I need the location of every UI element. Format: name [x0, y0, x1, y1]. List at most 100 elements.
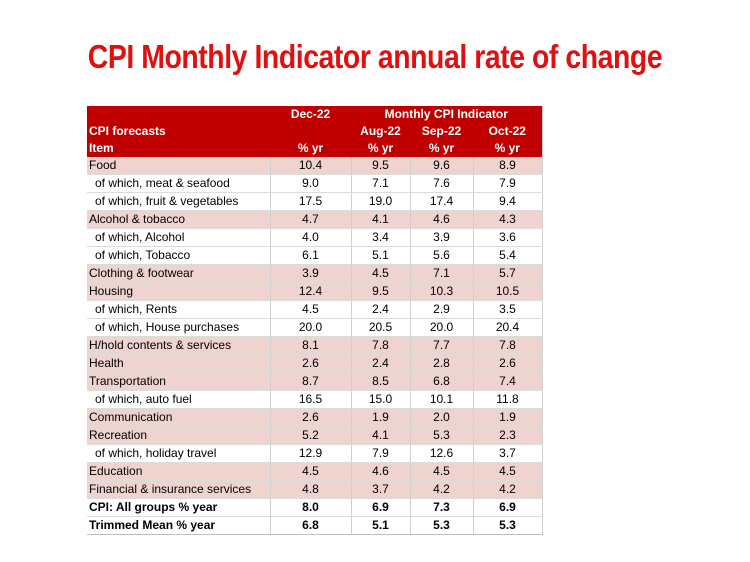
header-aug22: Aug-22 [360, 124, 401, 138]
row-label: Transportation [87, 372, 270, 391]
row-value: 4.2 [409, 480, 473, 499]
table-row: Housing 12.4 9.5 10.3 10.5 [87, 282, 543, 301]
row-value: 7.1 [350, 174, 410, 193]
row-label: of which, fruit & vegetables [87, 192, 270, 211]
row-value: 4.8 [269, 480, 351, 499]
header-dec22: Dec-22 [290, 107, 331, 121]
row-value: 3.9 [269, 264, 351, 283]
row-value: 19.0 [350, 192, 410, 211]
row-value: 17.4 [409, 192, 473, 211]
table-row: Communication 2.6 1.9 2.0 1.9 [87, 408, 543, 427]
row-value: 17.5 [269, 192, 351, 211]
row-value: 5.4 [472, 246, 543, 265]
row-value: 7.8 [350, 336, 410, 355]
row-value: 6.1 [269, 246, 351, 265]
table-row: of which, auto fuel 16.5 15.0 10.1 11.8 [87, 390, 543, 409]
header-unit-oct22: % yr [494, 141, 520, 155]
header-unit-sep22: % yr [428, 141, 455, 155]
table-row: of which, House purchases 20.0 20.5 20.0 20.… [87, 318, 543, 337]
row-value: 8.9 [472, 157, 543, 175]
table-row: Food 10.4 9.5 9.6 8.9 [87, 157, 543, 175]
row-value: 2.6 [472, 354, 543, 373]
row-label: of which, holiday travel [87, 444, 270, 463]
table-header: Dec-22 Monthly CPI Indicator CPI forecas… [87, 106, 543, 157]
row-value: 4.0 [269, 228, 351, 247]
header-row-units: Item % yr % yr % yr % yr [87, 140, 543, 157]
row-value: 5.7 [472, 264, 543, 283]
row-value: 9.5 [350, 157, 410, 175]
row-label: H/hold contents & services [87, 336, 270, 355]
row-value: 4.1 [350, 210, 410, 229]
row-value: 1.9 [472, 408, 543, 427]
row-label: Trimmed Mean % year [87, 516, 270, 535]
row-label: Recreation [87, 426, 270, 445]
chart-title: CPI Monthly Indicator annual rate of cha… [87, 38, 663, 75]
table-row: Transportation 8.7 8.5 6.8 7.4 [87, 372, 543, 391]
table-row: of which, Tobacco 6.1 5.1 5.6 5.4 [87, 246, 543, 265]
row-value: 4.5 [472, 462, 543, 481]
table-row: Education 4.5 4.6 4.5 4.5 [87, 462, 543, 481]
row-label: of which, Tobacco [87, 246, 270, 265]
header-monthly-cpi-indicator: Monthly CPI Indicator [384, 107, 508, 121]
row-value: 3.7 [350, 480, 410, 499]
table-row: H/hold contents & services 8.1 7.8 7.7 7.8 [87, 336, 543, 355]
row-value: 3.9 [409, 228, 473, 247]
row-value: 5.2 [269, 426, 351, 445]
row-label: of which, auto fuel [87, 390, 270, 409]
row-value: 5.1 [350, 246, 410, 265]
row-value: 7.9 [350, 444, 410, 463]
row-value: 7.3 [409, 498, 473, 517]
row-value: 3.4 [350, 228, 410, 247]
row-value: 4.3 [472, 210, 543, 229]
row-value: 5.3 [409, 516, 473, 535]
cpi-forecast-table: Dec-22 Monthly CPI Indicator CPI forecas… [87, 106, 543, 535]
row-value: 2.4 [350, 300, 410, 319]
row-value: 3.6 [472, 228, 543, 247]
row-value: 2.6 [269, 354, 351, 373]
table-row: CPI: All groups % year 8.0 6.9 7.3 6.9 [87, 498, 543, 517]
header-unit-aug22: % yr [367, 141, 394, 155]
row-value: 4.7 [269, 210, 351, 229]
table-body: Food 10.4 9.5 9.6 8.9 of which, meat & seafoo… [87, 157, 543, 535]
header-sep22: Sep-22 [421, 124, 462, 138]
row-label: Education [87, 462, 270, 481]
row-value: 7.4 [472, 372, 543, 391]
table-row: Health 2.6 2.4 2.8 2.6 [87, 354, 543, 373]
row-value: 20.4 [472, 318, 543, 337]
row-label: Communication [87, 408, 270, 427]
header-item: Item [89, 141, 114, 155]
row-value: 3.5 [472, 300, 543, 319]
row-label: of which, meat & seafood [87, 174, 270, 193]
row-value: 20.5 [350, 318, 410, 337]
table-row: Recreation 5.2 4.1 5.3 2.3 [87, 426, 543, 445]
table-row: Alcohol & tobacco 4.7 4.1 4.6 4.3 [87, 210, 543, 229]
row-value: 20.0 [269, 318, 351, 337]
row-value: 8.5 [350, 372, 410, 391]
row-value: 3.7 [472, 444, 543, 463]
header-row-months: CPI forecasts Aug-22 Sep-22 Oct-22 [87, 123, 543, 140]
row-label: Clothing & footwear [87, 264, 270, 283]
row-value: 4.1 [350, 426, 410, 445]
row-value: 10.1 [409, 390, 473, 409]
table-row: of which, meat & seafood 9.0 7.1 7.6 7.9 [87, 174, 543, 193]
header-oct22: Oct-22 [488, 124, 526, 138]
row-value: 4.5 [409, 462, 473, 481]
header-blank [270, 123, 351, 140]
row-value: 6.9 [472, 498, 543, 517]
table-row: of which, fruit & vegetables 17.5 19.0 17.4… [87, 192, 543, 211]
row-value: 7.8 [472, 336, 543, 355]
row-value: 9.5 [350, 282, 410, 301]
row-value: 4.2 [472, 480, 543, 499]
header-empty-cell [87, 106, 270, 123]
row-value: 4.5 [350, 264, 410, 283]
table-row: of which, Rents 4.5 2.4 2.9 3.5 [87, 300, 543, 319]
row-value: 10.3 [409, 282, 473, 301]
row-value: 9.6 [409, 157, 473, 175]
row-value: 1.9 [350, 408, 410, 427]
row-value: 9.4 [472, 192, 543, 211]
row-value: 5.1 [350, 516, 410, 535]
row-value: 7.1 [409, 264, 473, 283]
row-label: Food [87, 157, 270, 175]
row-label: Alcohol & tobacco [87, 210, 270, 229]
row-value: 8.7 [269, 372, 351, 391]
